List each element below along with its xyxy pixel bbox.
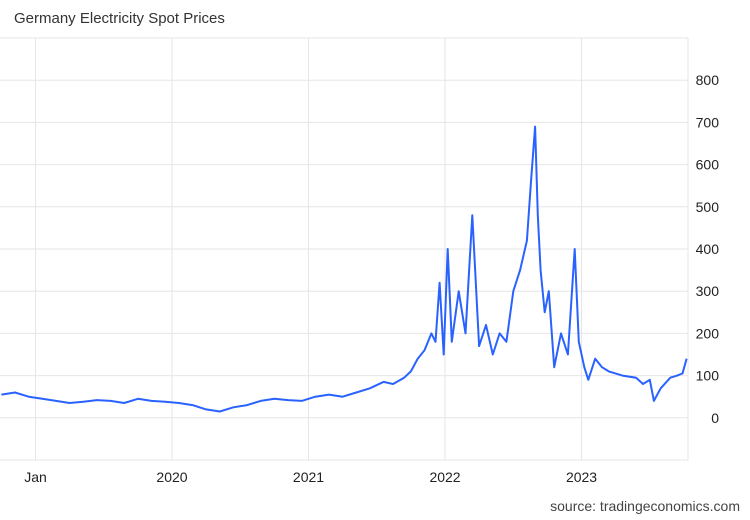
series-line [1, 125, 688, 413]
x-tick-label: 2023 [566, 469, 597, 485]
y-tick-label: 700 [696, 114, 720, 130]
y-tick-label: 600 [696, 157, 720, 173]
y-tick-label: 400 [696, 241, 720, 257]
y-axis-ticks: 0 100 200 300 400 500 600 700 800 [696, 72, 720, 426]
y-tick-label: 0 [711, 410, 719, 426]
x-tick-label: 2020 [156, 469, 187, 485]
grid-lines [0, 37, 689, 461]
x-axis-ticks: Jan 2020 2021 2022 2023 [24, 469, 597, 485]
y-tick-label: 300 [696, 283, 720, 299]
x-tick-label: 2021 [293, 469, 324, 485]
y-tick-label: 800 [696, 72, 720, 88]
x-tick-label: 2022 [429, 469, 460, 485]
y-tick-label: 500 [696, 199, 720, 215]
source-label: source: tradingeconomics.com [550, 498, 740, 514]
y-tick-label: 100 [696, 368, 720, 384]
x-tick-label: Jan [24, 469, 47, 485]
chart-title: Germany Electricity Spot Prices [14, 10, 225, 27]
y-tick-label: 200 [696, 325, 720, 341]
